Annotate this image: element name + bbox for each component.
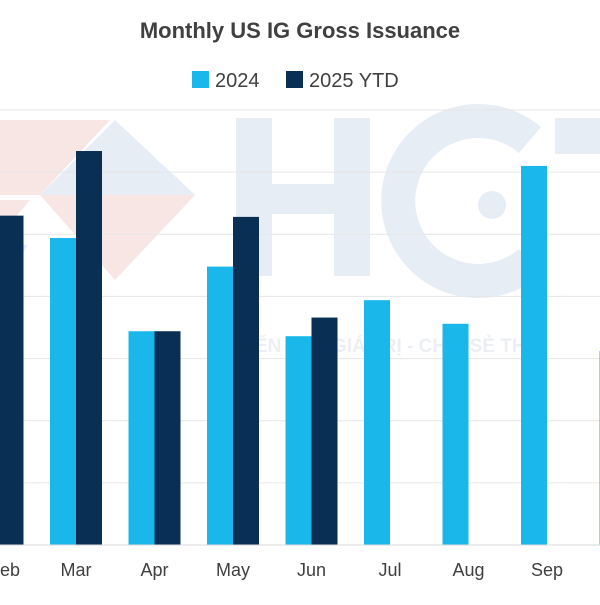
bar-2025-ytd-apr (155, 331, 181, 545)
x-tick-label: Jul (378, 560, 401, 580)
x-tick-label: Sep (531, 560, 563, 580)
x-tick-label: May (216, 560, 250, 580)
bar-2024-sep (521, 166, 547, 545)
bar-2025-ytd-feb (0, 216, 24, 545)
x-tick-label: Aug (452, 560, 484, 580)
bar-2024-may (207, 267, 233, 545)
legend-label-2024: 2024 (215, 70, 260, 92)
x-tick-label: Mar (61, 560, 92, 580)
x-tick-label: eb (0, 560, 20, 580)
bar-2024-jun (286, 336, 312, 545)
legend-swatch-2024 (192, 71, 209, 88)
x-tick-label: Jun (297, 560, 326, 580)
x-axis: eb Mar Apr May Jun Jul Aug Sep (0, 545, 600, 580)
bar-2025-ytd-jun (312, 318, 338, 545)
bar-2025-ytd-may (233, 217, 259, 545)
bar-2024-mar (50, 238, 76, 545)
legend: 2024 2025 YTD (192, 70, 399, 92)
bar-2024-apr (129, 331, 155, 545)
x-tick-label: Apr (140, 560, 168, 580)
bar-2024-jul (364, 300, 390, 545)
bar-2024-aug (443, 324, 469, 545)
legend-swatch-2025-ytd (286, 71, 303, 88)
legend-label-2025-ytd: 2025 YTD (309, 70, 399, 92)
bar-2025-ytd-mar (76, 151, 102, 545)
chart-title: Monthly US IG Gross Issuance (140, 18, 460, 43)
